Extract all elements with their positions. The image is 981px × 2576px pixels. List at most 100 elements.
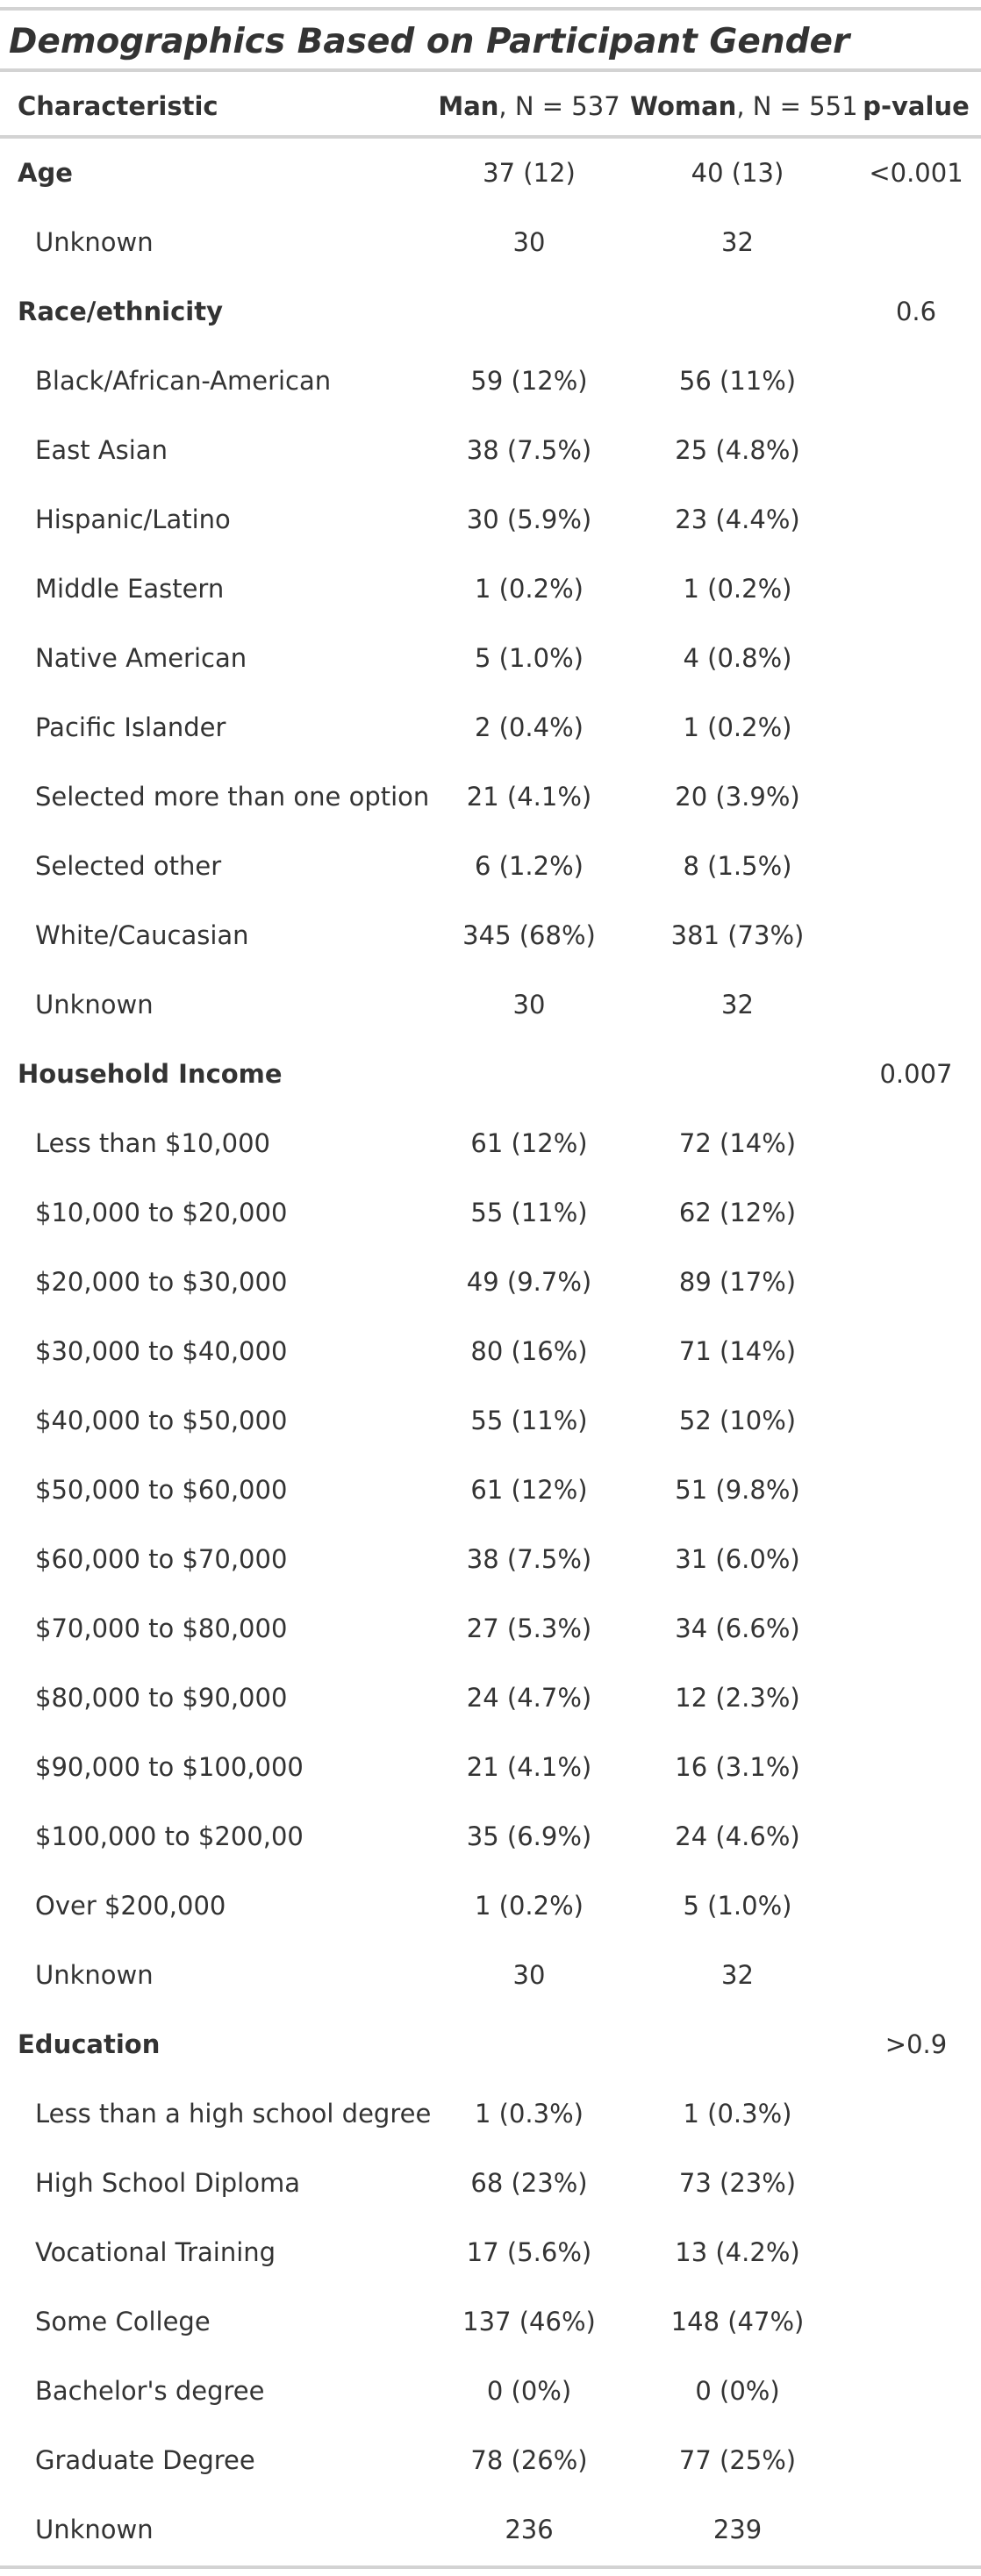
table-row: Pacific Islander 2 (0.4%) 1 (0.2%): [0, 693, 981, 762]
row-p-value: [860, 2426, 972, 2495]
row-p-value: [860, 1525, 972, 1594]
row-label: Selected other: [35, 851, 222, 881]
row-woman-value: 5 (1.0%): [683, 1891, 792, 1921]
table-row: Less than $10,000 61 (12%) 72 (14%): [0, 1109, 981, 1178]
row-woman-value: 381 (73%): [670, 920, 805, 950]
row-woman-value: [630, 1040, 845, 1109]
table-row: White/Caucasian 345 (68%) 381 (73%): [0, 901, 981, 970]
table-header: Characteristic Man, N = 537 Woman, N = 5…: [0, 74, 981, 135]
table-row: $80,000 to $90,000 24 (4.7%) 12 (2.3%): [0, 1664, 981, 1733]
table-row: $50,000 to $60,000 61 (12%) 51 (9.8%): [0, 1456, 981, 1525]
row-p-value: [860, 832, 972, 901]
row-label: Selected more than one option: [35, 782, 430, 812]
table-row: Unknown 30 32: [0, 1941, 981, 2010]
row-p-value: [860, 624, 972, 693]
row-man-value: 68 (23%): [470, 2168, 588, 2198]
row-man-value: 0 (0%): [486, 2376, 572, 2406]
row-label: Unknown: [35, 1960, 154, 1990]
table-row: Some College 137 (46%) 148 (47%): [0, 2287, 981, 2357]
table-row: Selected more than one option 21 (4.1%) 20…: [0, 762, 981, 832]
row-man-value: [437, 2010, 621, 2079]
row-p-value: <0.001: [869, 158, 963, 188]
header-man-n: , N = 537: [498, 91, 620, 121]
header-characteristic: Characteristic: [18, 91, 218, 121]
row-man-value: 1 (0.2%): [475, 1891, 584, 1921]
row-man-value: 5 (1.0%): [475, 643, 584, 673]
row-man-value: 61 (12%): [470, 1128, 588, 1158]
row-label: $20,000 to $30,000: [35, 1267, 288, 1297]
row-label: $30,000 to $40,000: [35, 1336, 288, 1366]
row-man-value: 61 (12%): [470, 1475, 588, 1505]
row-p-value: [860, 485, 972, 555]
table-row: Native American 5 (1.0%) 4 (0.8%): [0, 624, 981, 693]
header-woman-n: , N = 551: [736, 91, 858, 121]
row-label: Bachelor's degree: [35, 2376, 265, 2406]
table-row: $70,000 to $80,000 27 (5.3%) 34 (6.6%): [0, 1594, 981, 1664]
header-woman: Woman, N = 551: [630, 74, 858, 135]
row-man-value: 6 (1.2%): [475, 851, 584, 881]
row-label: Native American: [35, 643, 247, 673]
table-row: Graduate Degree 78 (26%) 77 (25%): [0, 2426, 981, 2495]
header-divider: [0, 135, 981, 139]
row-p-value: [860, 347, 972, 416]
row-woman-value: 24 (4.6%): [675, 1821, 800, 1851]
row-woman-value: 25 (4.8%): [675, 435, 800, 465]
title-divider: [0, 68, 981, 72]
row-man-value: 345 (68%): [462, 920, 596, 950]
row-man-value: 35 (6.9%): [466, 1821, 592, 1851]
header-p-value: p-value: [863, 91, 970, 121]
row-woman-value: [630, 2010, 845, 2079]
table-row: East Asian 38 (7.5%) 25 (4.8%): [0, 416, 981, 485]
row-label: Some College: [35, 2307, 211, 2336]
table-row: Over $200,000 1 (0.2%) 5 (1.0%): [0, 1871, 981, 1941]
row-p-value: [860, 1871, 972, 1941]
table-group-row: Education >0.9: [0, 2010, 981, 2079]
row-man-value: 30: [512, 1960, 546, 1990]
header-man: Man, N = 537: [437, 74, 621, 135]
row-p-value: [860, 208, 972, 277]
row-man-value: 17 (5.6%): [466, 2237, 592, 2267]
row-label: High School Diploma: [35, 2168, 300, 2198]
table-group-row: Age 37 (12) 40 (13) <0.001: [0, 139, 981, 208]
row-p-value: [860, 2218, 972, 2287]
row-label: Vocational Training: [35, 2237, 276, 2267]
row-label: $10,000 to $20,000: [35, 1198, 288, 1227]
table-group-row: Household Income 0.007: [0, 1040, 981, 1109]
row-woman-value: 71 (14%): [678, 1336, 797, 1366]
row-man-value: 2 (0.4%): [475, 712, 584, 742]
row-label: Less than a high school degree: [35, 2099, 432, 2129]
row-woman-value: 23 (4.4%): [675, 504, 800, 534]
row-woman-value: 0 (0%): [695, 2376, 780, 2406]
header-man-label: Man: [438, 91, 499, 121]
table-row: $90,000 to $100,000 21 (4.1%) 16 (3.1%): [0, 1733, 981, 1802]
row-label: Hispanic/Latino: [35, 504, 231, 534]
row-woman-value: 16 (3.1%): [675, 1752, 800, 1782]
row-woman-value: 32: [721, 227, 754, 257]
table-row: $20,000 to $30,000 49 (9.7%) 89 (17%): [0, 1248, 981, 1317]
row-woman-value: 13 (4.2%): [675, 2237, 800, 2267]
row-man-value: 30: [512, 227, 546, 257]
row-woman-value: 51 (9.8%): [675, 1475, 800, 1505]
table-row: Middle Eastern 1 (0.2%) 1 (0.2%): [0, 555, 981, 624]
row-label: $70,000 to $80,000: [35, 1614, 288, 1643]
row-label: Over $200,000: [35, 1891, 226, 1921]
row-woman-value: 34 (6.6%): [675, 1614, 800, 1643]
row-p-value: [860, 2495, 972, 2565]
row-label: $90,000 to $100,000: [35, 1752, 304, 1782]
row-woman-value: 32: [721, 990, 754, 1020]
row-p-value: [860, 1248, 972, 1317]
row-woman-value: 31 (6.0%): [675, 1544, 800, 1574]
bottom-border: [0, 2565, 981, 2569]
row-woman-value: 56 (11%): [678, 366, 797, 396]
row-label: $50,000 to $60,000: [35, 1475, 288, 1505]
table-row: $60,000 to $70,000 38 (7.5%) 31 (6.0%): [0, 1525, 981, 1594]
row-label: Household Income: [18, 1059, 283, 1089]
row-p-value: >0.9: [884, 2029, 948, 2059]
row-p-value: [860, 2149, 972, 2218]
row-man-value: 49 (9.7%): [466, 1267, 592, 1297]
row-p-value: [860, 1941, 972, 2010]
table-row: Hispanic/Latino 30 (5.9%) 23 (4.4%): [0, 485, 981, 555]
row-p-value: [860, 1456, 972, 1525]
row-man-value: [437, 277, 621, 347]
